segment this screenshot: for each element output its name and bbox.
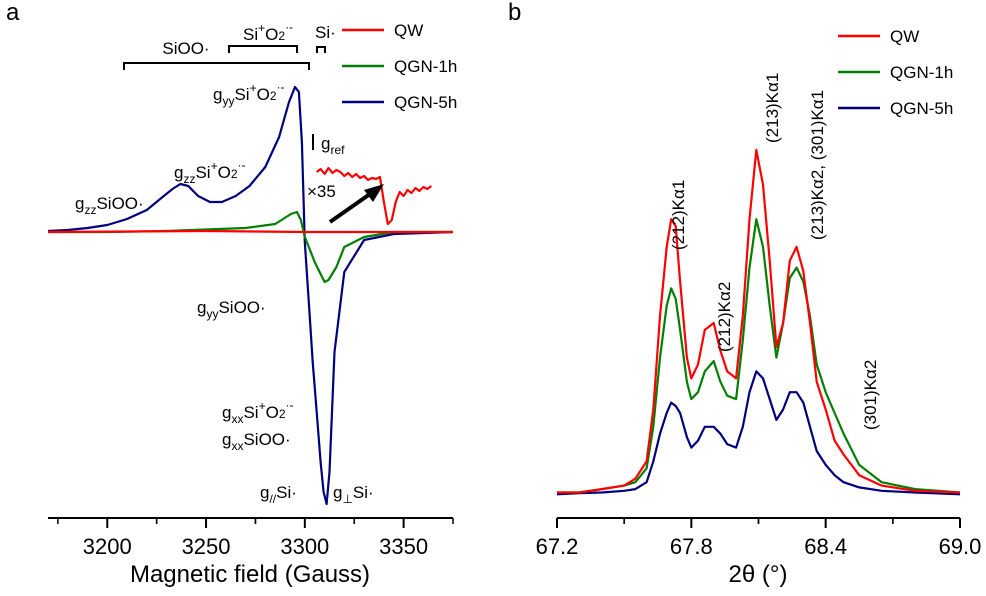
panel-a-tick-label: 3250 [182, 534, 231, 559]
legend-entry-qw: QW [394, 21, 423, 40]
panel-b-tick-label: 67.8 [670, 534, 713, 559]
panel-b-tick-label: 69.0 [939, 534, 982, 559]
peak-213ka1-label: (213)Kα1 [763, 73, 782, 143]
series-qgn-5h-line [556, 370, 961, 496]
panel-b: b 67.2 67.8 68.4 69.0 2θ (°) (212)Kα1 (212)… [508, 0, 981, 588]
bracket-sioo: SiOO· [123, 39, 310, 70]
panel-a-legend: QW QGN-1h QGN-5h [342, 21, 457, 112]
panel-b-ticks [556, 518, 961, 528]
panel-a-tick-label: 3350 [379, 534, 428, 559]
panel-a-label: a [6, 0, 20, 26]
bracket-si-label: Si· [315, 23, 336, 42]
bracket-si: Si· [315, 23, 336, 53]
series-qgn-1h-line [557, 218, 961, 494]
series-qw-line [47, 229, 453, 234]
gperp-si-label: g⊥Si· [333, 483, 374, 506]
panel-a-tick-label: 3300 [280, 534, 329, 559]
panel-b-tick-label: 68.4 [804, 534, 847, 559]
panel-b-tick-label: 67.2 [536, 534, 579, 559]
bracket-sioo-label: SiOO· [162, 39, 209, 58]
legend-entry-qgn-1h: QGN-1h [394, 57, 457, 76]
peak-213ka2-301ka1-label: (213)Kα2, (301)Kα1 [808, 90, 827, 240]
inset-arrow [328, 184, 384, 224]
gpar-si-label: g//Si· [260, 483, 297, 506]
gyy-sioo-label: gyySiOO· [197, 298, 266, 321]
series-qw-35-inset-line [316, 166, 432, 226]
series-qw-line [557, 148, 961, 494]
legend-entry-qgn-1h: QGN-1h [890, 63, 953, 82]
legend-entry-qgn-5h: QGN-5h [394, 93, 457, 112]
panel-a-tick-label: 3200 [83, 534, 132, 559]
panel-b-legend: QW QGN-1h QGN-5h [838, 27, 953, 118]
gzz-sio2-label: gzzSi+O2·- [174, 158, 246, 186]
panel-b-tick-labels: 67.2 67.8 68.4 69.0 [536, 534, 982, 559]
gzz-sioo-label: gzzSiOO· [75, 194, 144, 217]
gyy-sio2-label: gyySi+O2·- [213, 80, 285, 108]
legend-entry-qgn-5h: QGN-5h [890, 99, 953, 118]
panel-b-curves [556, 148, 961, 496]
panel-a-tick-labels: 3200 3250 3300 3350 [83, 534, 428, 559]
peak-212ka1-label: (212)Kα1 [669, 180, 688, 250]
bracket-sio2-label: Si+O2·- [243, 20, 293, 44]
panel-a-x-axis-label: Magnetic field (Gauss) [130, 561, 370, 588]
gxx-sioo-label: gxxSiOO· [222, 430, 291, 453]
gref-label: gref [321, 134, 345, 157]
panel-b-label: b [508, 0, 521, 26]
gxx-sio2-label: gxxSi+O2·- [222, 398, 294, 426]
legend-entry-qw: QW [890, 27, 919, 46]
multiplier-label: ×35 [307, 182, 336, 201]
series-qgn-5h-line [47, 85, 454, 506]
bracket-sio2: Si+O2·- [228, 20, 298, 53]
peak-301ka2-label: (301)Kα2 [861, 360, 880, 430]
panel-b-x-axis-label: 2θ (°) [729, 561, 788, 588]
panel-a-curves [47, 85, 454, 506]
peak-212ka2-label: (212)Kα2 [715, 282, 734, 352]
panel-a: a 3200 3250 3300 3350 Magnetic field (Gauss… [6, 0, 457, 588]
series-qgn-1h-line [48, 210, 453, 284]
panel-a-ticks [57, 518, 454, 528]
